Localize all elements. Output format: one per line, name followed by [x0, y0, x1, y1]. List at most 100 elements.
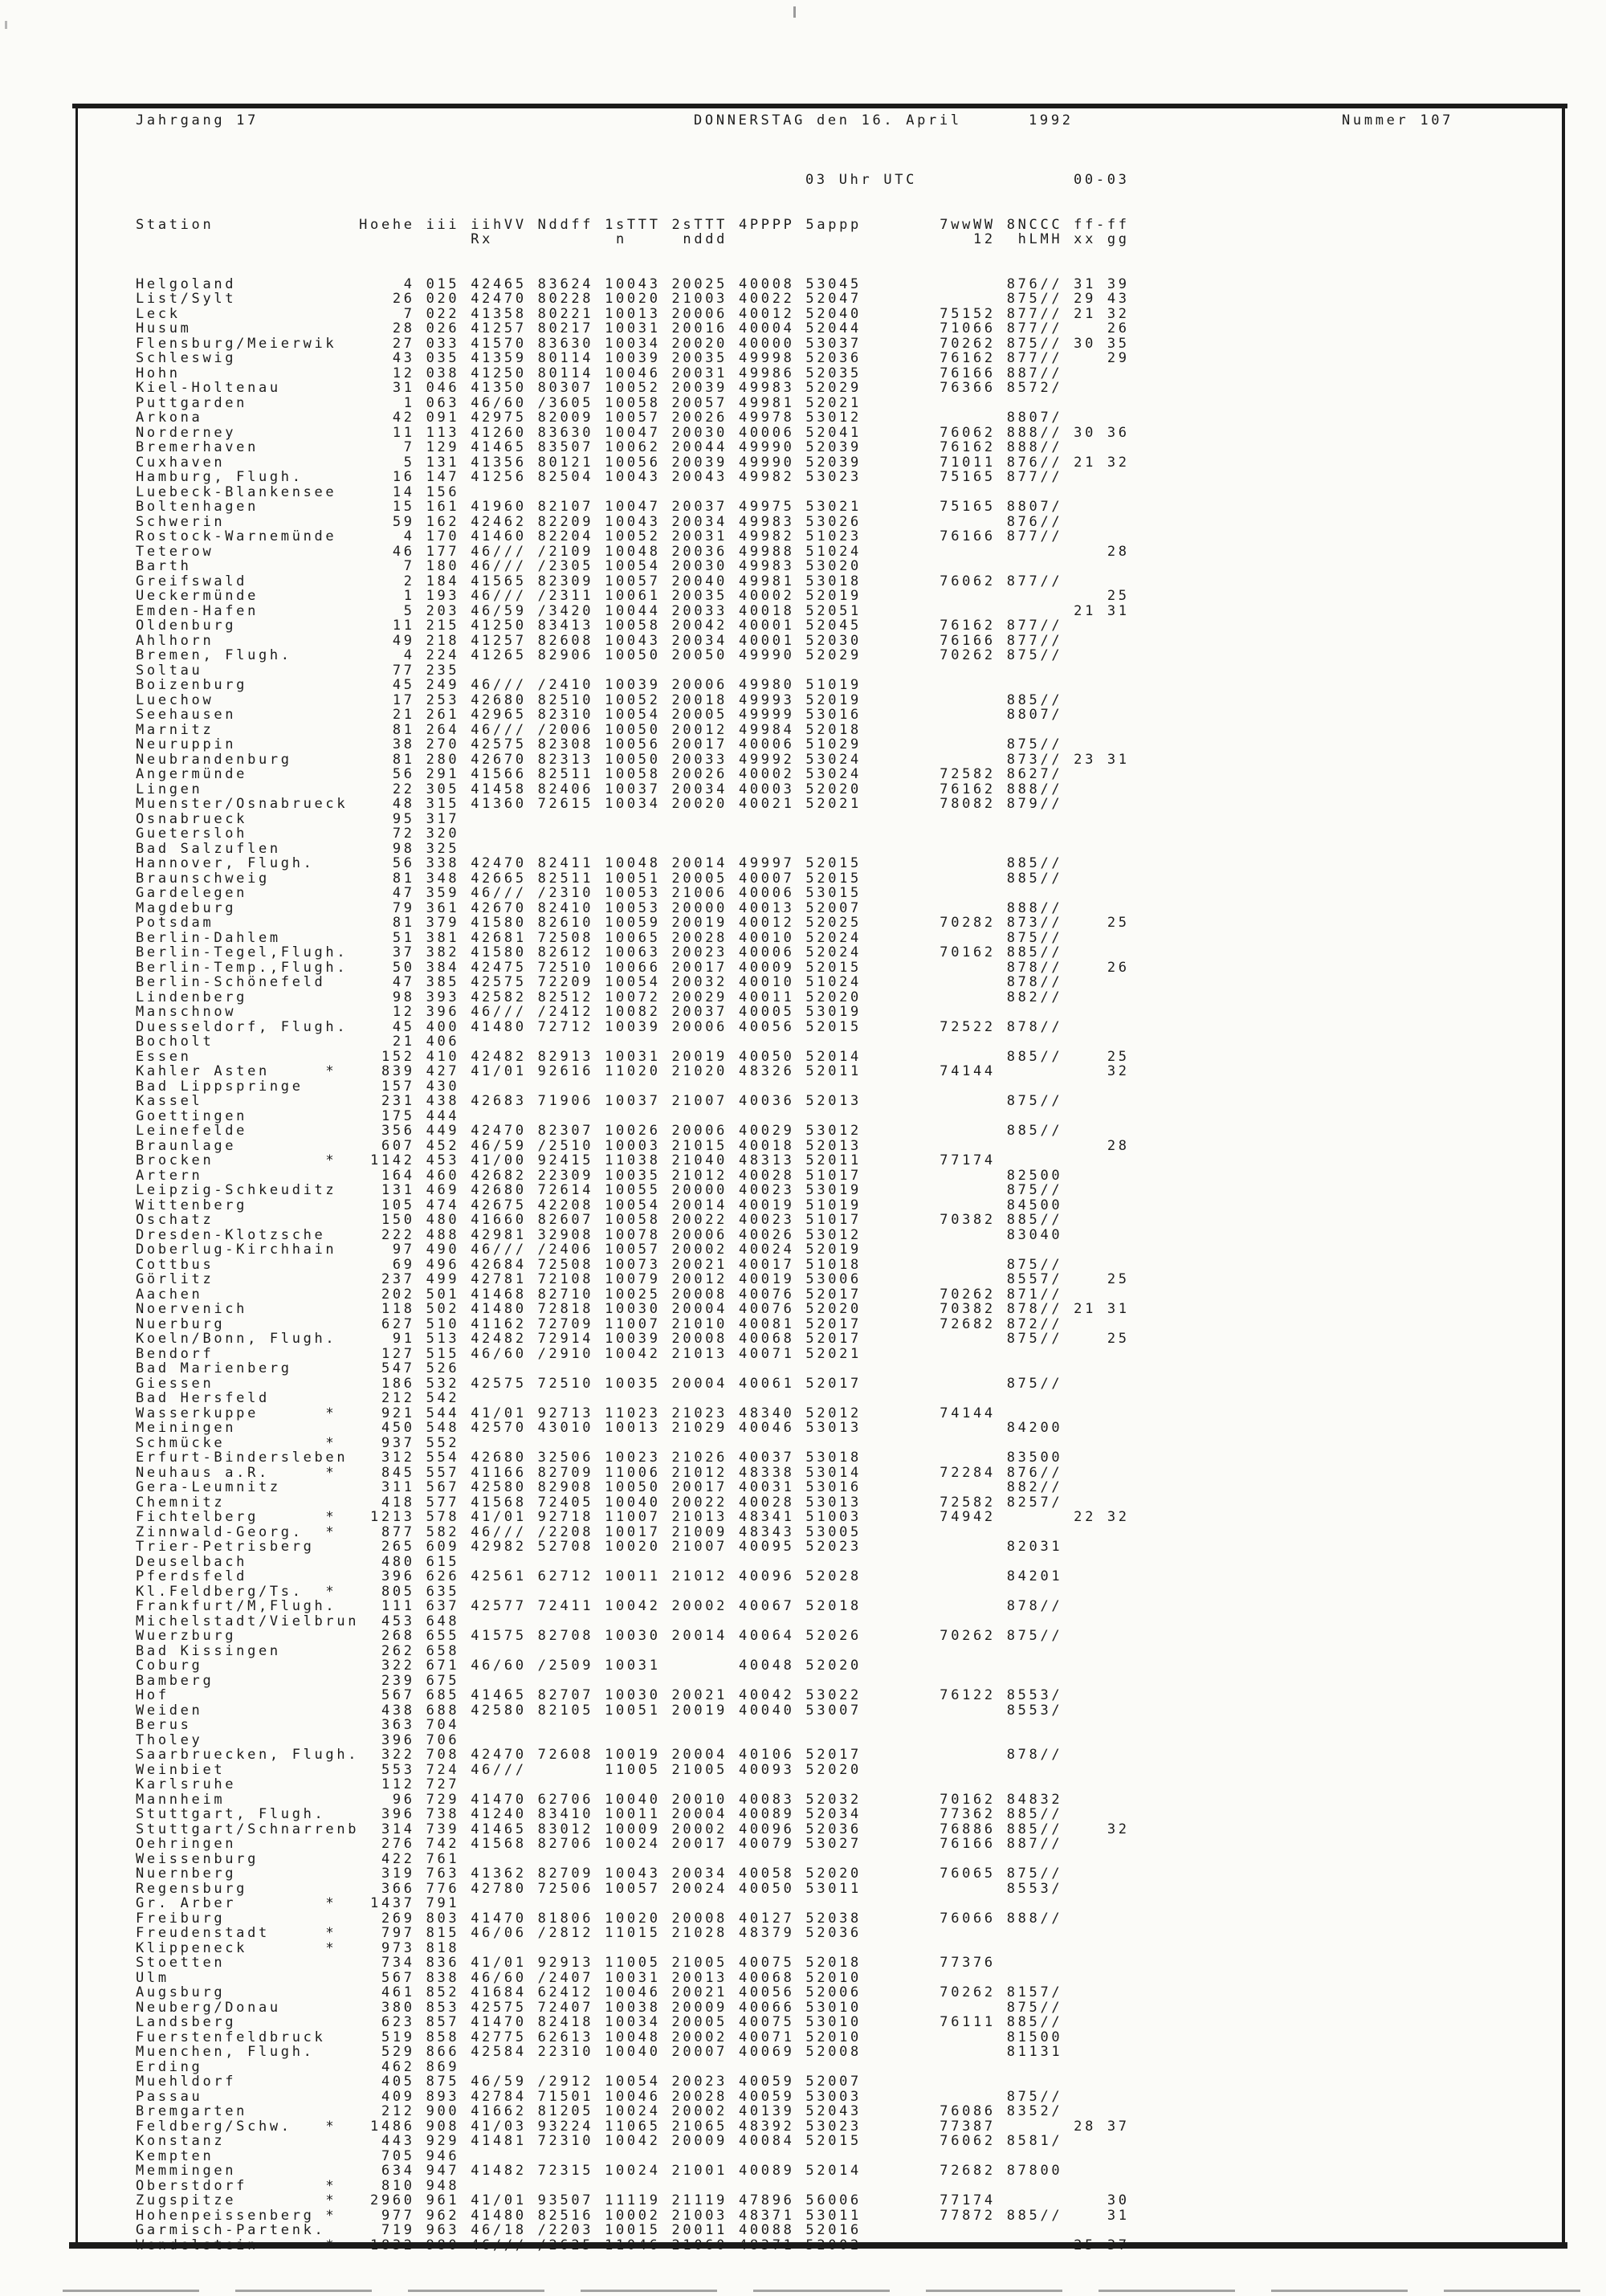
table-row: Weissenburg 422 761	[136, 1850, 460, 1867]
table-row: Karlsruhe 112 727	[136, 1776, 460, 1792]
table-row: Oehringen 276 742 41568 82706 10024 2001…	[136, 1836, 1063, 1852]
table-row: Angermünde 56 291 41566 82511 10058 2002…	[136, 766, 1063, 782]
table-row: Hannover, Flugh. 56 338 42470 82411 1004…	[136, 855, 1063, 871]
table-row: Artern 164 460 42682 22309 10035 21012 4…	[136, 1167, 1063, 1184]
table-row: Ueckermünde 1 193 46/// /2311 10061 2003…	[136, 588, 1130, 604]
observation-period-label: 00-03	[1074, 172, 1130, 188]
table-row: Feldberg/Schw. * 1486 908 41/03 93224 11…	[136, 2118, 1130, 2135]
column-header-row-2: Rx n nddd 12 hLMH xx gg	[136, 231, 1130, 247]
table-row: Muenchen, Flugh. 529 866 42584 22310 100…	[136, 2044, 1063, 2060]
table-row: Deuselbach 480 615	[136, 1553, 460, 1570]
table-row: Schmücke * 937 552	[136, 1434, 460, 1451]
table-row: Fuerstenfeldbruck 519 858 42775 62613 10…	[136, 2029, 1063, 2045]
table-row: Saarbruecken, Flugh. 322 708 42470 72608…	[136, 1747, 1063, 1763]
table-row: Kiel-Holtenau 31 046 41350 80307 10052 2…	[136, 380, 1063, 396]
table-row: Ahlhorn 49 218 41257 82608 10043 20034 4…	[136, 632, 1063, 649]
year-label: 1992	[1029, 112, 1074, 128]
table-row: Potsdam 81 379 41580 82610 10059 20019 4…	[136, 915, 1130, 931]
table-row: Nuerburg 627 510 41162 72709 11007 21010…	[136, 1315, 1063, 1332]
table-row: Marnitz 81 264 46/// /2006 10050 20012 4…	[136, 721, 862, 738]
table-row: Pferdsfeld 396 626 42561 62712 10011 210…	[136, 1568, 1063, 1584]
table-row: Bocholt 21 406	[136, 1034, 460, 1050]
table-row: Oschatz 150 480 41660 82607 10058 20022 …	[136, 1212, 1063, 1228]
table-row: Flensburg/Meierwik 27 033 41570 83630 10…	[136, 335, 1130, 352]
table-row: Bendorf 127 515 46/60 /2910 10042 21013 …	[136, 1345, 862, 1362]
issue-label: Nummer 107	[1342, 112, 1454, 128]
table-row: Passau 409 893 42784 71501 10046 20028 4…	[136, 2088, 1063, 2105]
table-row: Noervenich 118 502 41480 72818 10030 200…	[136, 1301, 1130, 1317]
table-row: Emden-Hafen 5 203 46/59 /3420 10044 2003…	[136, 602, 1130, 619]
table-row: Berlin-Tegel,Flugh. 37 382 41580 82612 1…	[136, 944, 1063, 960]
table-row: Erfurt-Bindersleben 312 554 42680 32506 …	[136, 1450, 1063, 1466]
table-row: Essen 152 410 42482 82913 10031 20019 40…	[136, 1048, 1130, 1065]
table-row: Boizenburg 45 249 46/// /2410 10039 2000…	[136, 677, 862, 693]
table-row: Barth 7 180 46/// /2305 10054 20030 4998…	[136, 558, 862, 574]
table-row: Koeln/Bonn, Flugh. 91 513 42482 72914 10…	[136, 1331, 1130, 1347]
table-row: Schwerin 59 162 42462 82209 10043 20034 …	[136, 513, 1063, 530]
frame-right-border	[1562, 104, 1565, 2249]
table-row: Bad Hersfeld 212 542	[136, 1390, 460, 1406]
table-row: Boltenhagen 15 161 41960 82107 10047 200…	[136, 499, 1063, 515]
table-row: Lindenberg 98 393 42582 82512 10072 2002…	[136, 989, 1063, 1005]
table-row: Freudenstadt * 797 815 46/06 /2812 11015…	[136, 1925, 862, 1941]
table-row: Lingen 22 305 41458 82406 10037 20034 40…	[136, 781, 1063, 797]
table-row: Fichtelberg * 1213 578 41/01 92718 11007…	[136, 1509, 1130, 1525]
table-row: Berlin-Temp.,Flugh. 50 384 42475 72510 1…	[136, 959, 1130, 976]
table-row: Bad Salzuflen 98 325	[136, 840, 460, 857]
table-row: Cuxhaven 5 131 41356 80121 10056 20039 4…	[136, 454, 1130, 471]
table-row: Gera-Leumnitz 311 567 42580 82908 10050 …	[136, 1479, 1063, 1495]
table-row: Braunschweig 81 348 42665 82511 10051 20…	[136, 870, 1063, 887]
table-row: Hof 567 685 41465 82707 10030 20021 4004…	[136, 1687, 1063, 1703]
table-row: Zugspitze * 2960 961 41/01 93507 11119 2…	[136, 2192, 1130, 2208]
table-row: Chemnitz 418 577 41568 72405 10040 20022…	[136, 1494, 1063, 1511]
table-row: Schleswig 43 035 41359 80114 10039 20035…	[136, 350, 1130, 366]
table-row: Hohn 12 038 41250 80114 10046 20031 4998…	[136, 365, 1063, 381]
scan-speck	[5, 21, 7, 29]
table-row: Guetersloh 72 320	[136, 826, 460, 842]
table-row: Goettingen 175 444	[136, 1107, 460, 1124]
table-row: Bad Kissingen 262 658	[136, 1642, 460, 1659]
table-row: Erding 462 869	[136, 2058, 460, 2075]
table-row: Wittenberg 105 474 42675 42208 10054 200…	[136, 1197, 1063, 1213]
table-row: Hamburg, Flugh. 16 147 41256 82504 10043…	[136, 469, 1063, 485]
frame-top-border	[72, 104, 1567, 108]
table-row: Rostock-Warnemünde 4 170 41460 82204 100…	[136, 528, 1063, 544]
table-row: Leipzig-Schkeuditz 131 469 42680 72614 1…	[136, 1182, 1063, 1198]
table-row: Doberlug-Kirchhain 97 490 46/// /2406 10…	[136, 1242, 862, 1258]
table-row: Berus 363 704	[136, 1717, 460, 1733]
table-row: Mannheim 96 729 41470 62706 10040 20010 …	[136, 1791, 1063, 1808]
table-row: Greifswald 2 184 41565 82309 10057 20040…	[136, 573, 1063, 589]
table-row: Neuruppin 38 270 42575 82308 10056 20017…	[136, 736, 1063, 752]
column-header-row-1: Station Hoehe iii iihVV Nddff 1sTTT 2sTT…	[136, 216, 1130, 233]
table-row: Dresden-Klotzsche 222 488 42981 32908 10…	[136, 1226, 1063, 1243]
table-row: Kl.Feldberg/Ts. * 805 635	[136, 1583, 460, 1600]
table-row: Leck 7 022 41358 80221 10013 20006 40012…	[136, 305, 1130, 322]
table-row: Luechow 17 253 42680 82510 10052 20018 4…	[136, 691, 1063, 708]
table-row: Meiningen 450 548 42570 43010 10013 2102…	[136, 1420, 1063, 1436]
table-row: Gr. Arber * 1437 791	[136, 1895, 460, 1911]
table-row: Trier-Petrisberg 265 609 42982 52708 100…	[136, 1539, 1063, 1555]
table-row: Cottbus 69 496 42684 72508 10073 20021 4…	[136, 1256, 1063, 1273]
table-row: Seehausen 21 261 42965 82310 10054 20005…	[136, 707, 1063, 723]
jahrgang-label: Jahrgang 17	[136, 112, 259, 128]
table-row: Nuernberg 319 763 41362 82709 10043 2003…	[136, 1866, 1063, 1882]
table-row: Bremgarten 212 900 41662 81205 10024 200…	[136, 2103, 1063, 2119]
table-row: Ulm 567 838 46/60 /2407 10031 20013 4006…	[136, 1969, 862, 1986]
table-row: Oldenburg 11 215 41250 83413 10058 20042…	[136, 618, 1063, 634]
table-row: Wuerzburg 268 655 41575 82708 10030 2001…	[136, 1628, 1063, 1644]
table-row: Michelstadt/Vielbrun 453 648	[136, 1613, 460, 1629]
table-row: Klippeneck * 973 818	[136, 1939, 460, 1956]
table-row: Garmisch-Partenk. 719 963 46/18 /2203 10…	[136, 2222, 862, 2238]
table-row: Kassel 231 438 42683 71906 10037 21007 4…	[136, 1093, 1063, 1109]
table-row: Bamberg 239 675	[136, 1672, 460, 1689]
blank-row	[136, 262, 1130, 277]
table-row: Muenster/Osnabrueck 48 315 41360 72615 1…	[136, 796, 1063, 812]
table-row: Bad Marienberg 547 526	[136, 1360, 460, 1376]
table-row: Neuhaus a.R. * 845 557 41166 82709 11006…	[136, 1464, 1063, 1481]
frame-bottom-border	[69, 2242, 1567, 2249]
table-row: Gardelegen 47 359 46/// /2310 10053 2100…	[136, 885, 862, 901]
table-row: Stuttgart, Flugh. 396 738 41240 83410 10…	[136, 1806, 1063, 1822]
table-row: Berlin-Schönefeld 47 385 42575 72209 100…	[136, 974, 1063, 990]
table-row: Berlin-Dahlem 51 381 42681 72508 10065 2…	[136, 929, 1063, 946]
